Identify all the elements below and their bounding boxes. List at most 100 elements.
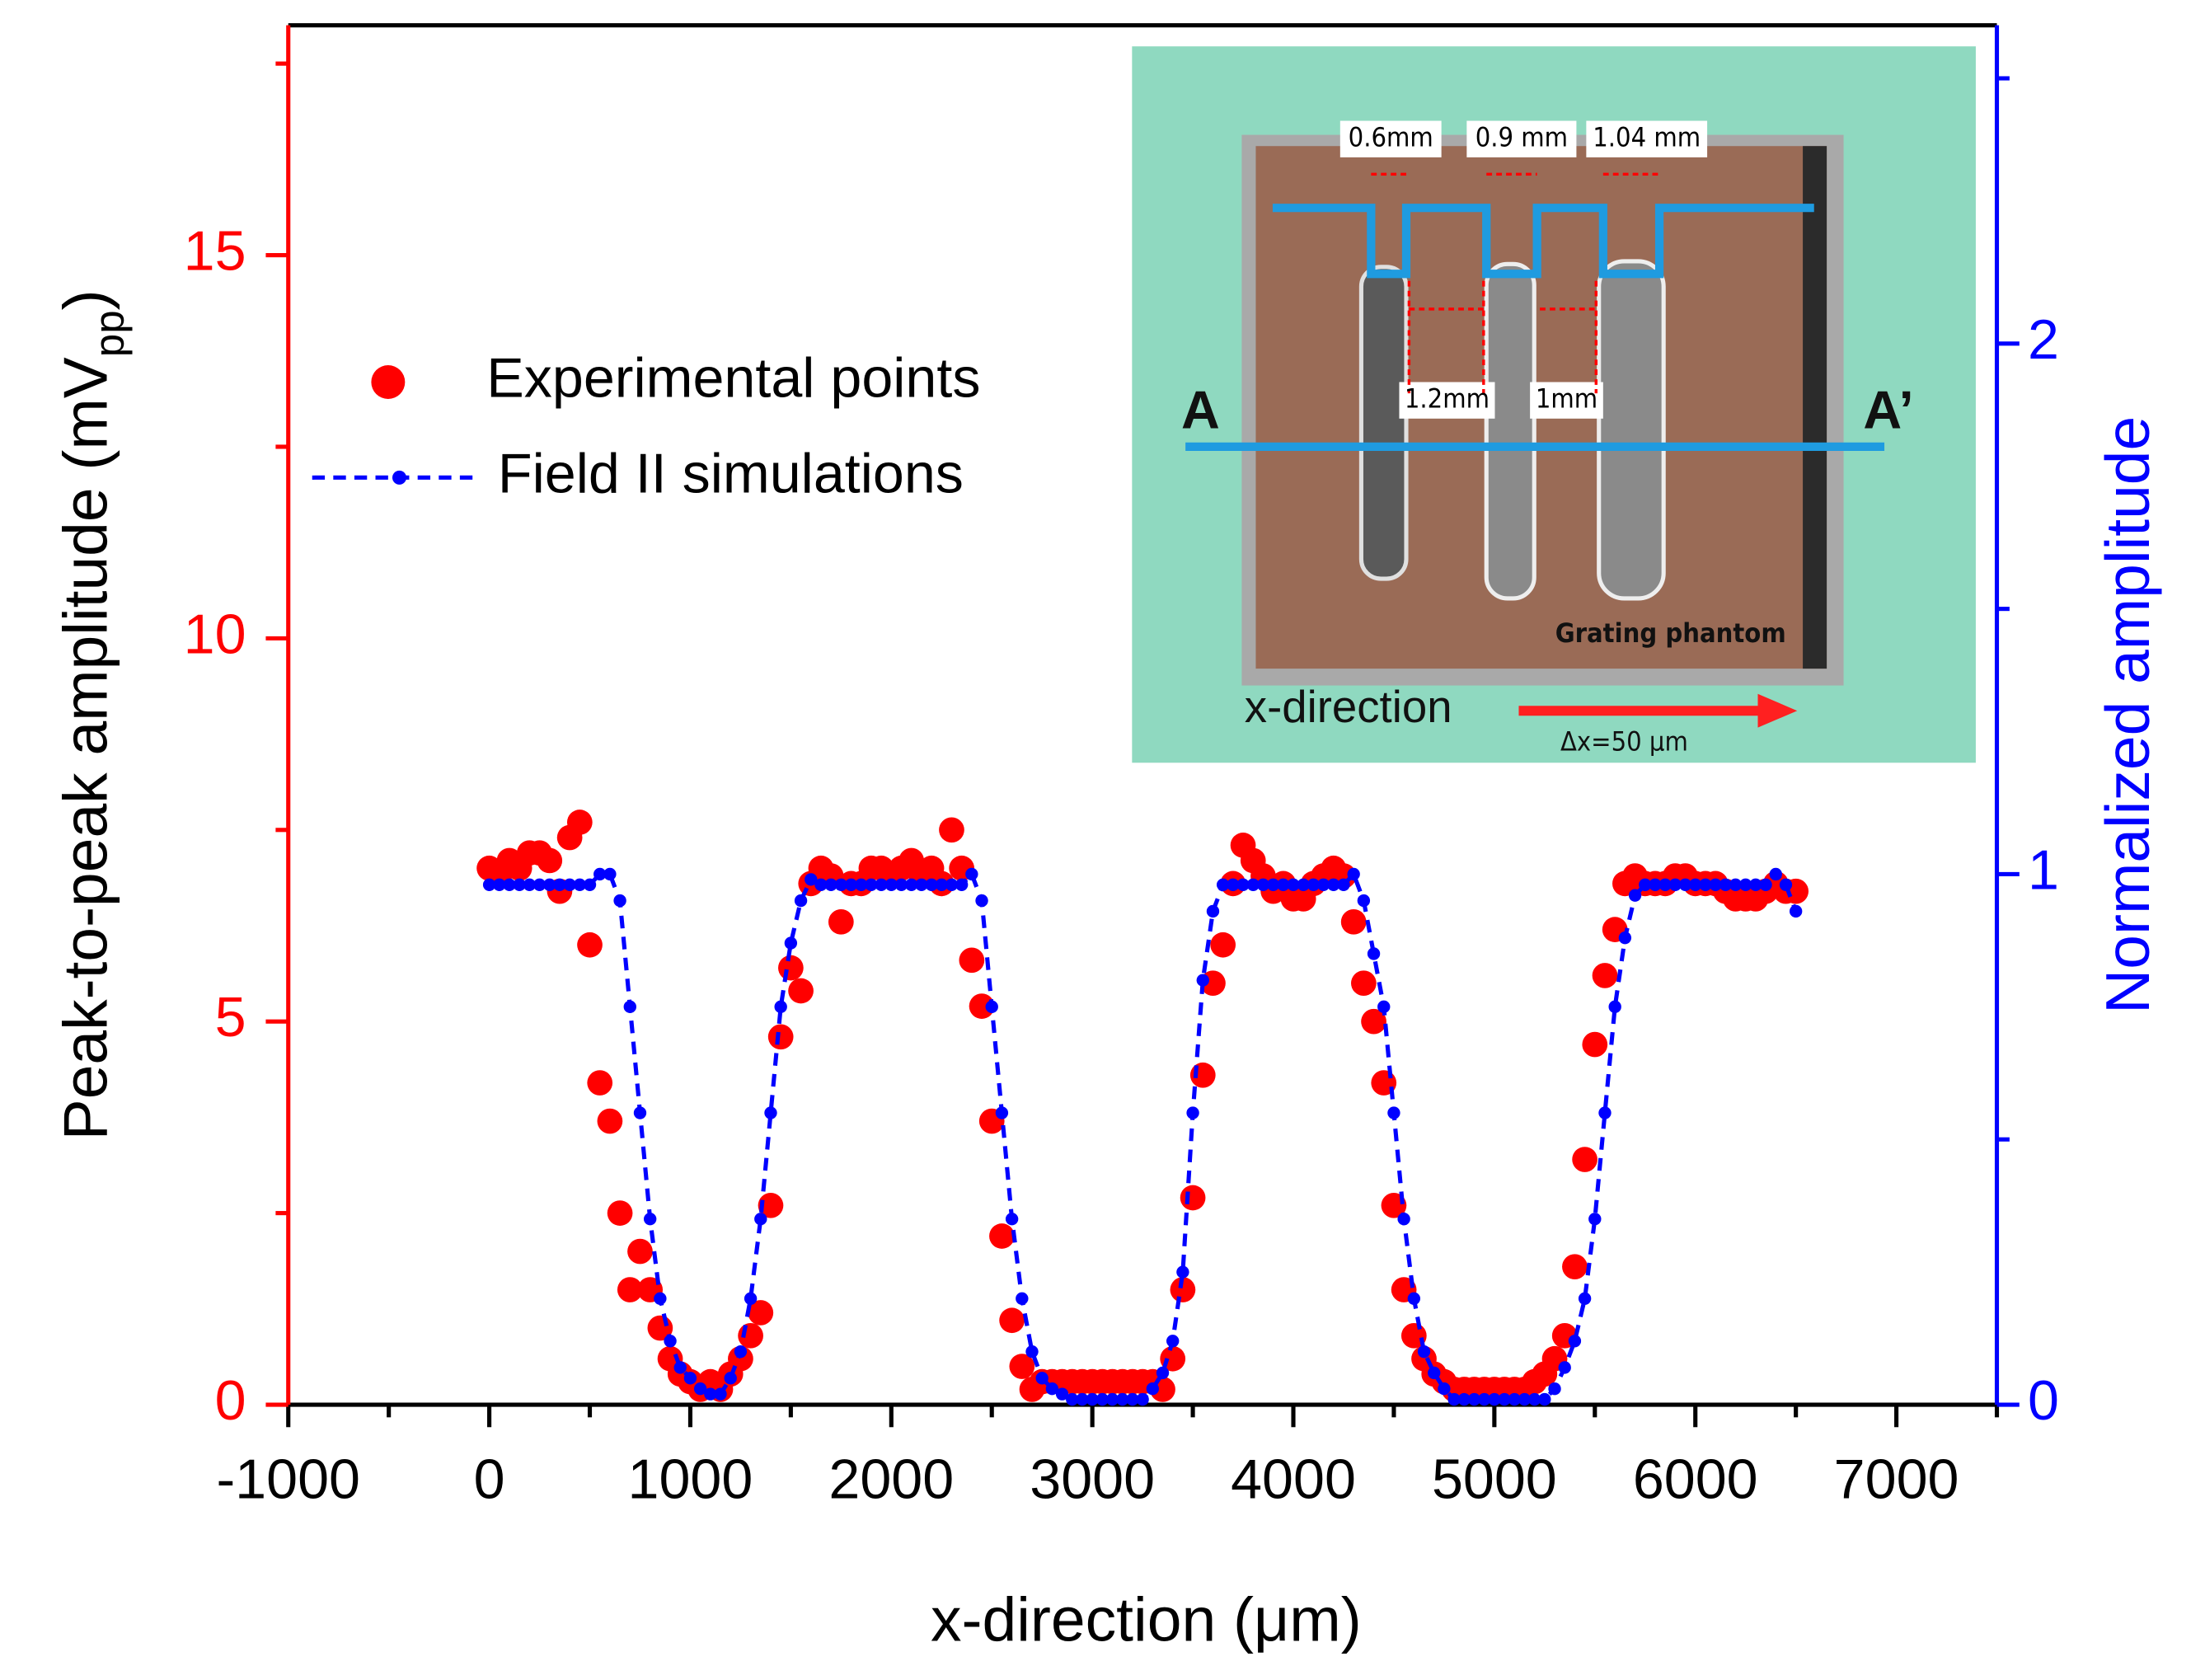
y-axis-label: Peak-to-peak amplitude (mVpp) bbox=[51, 289, 134, 1140]
x-tick-label: 0 bbox=[474, 1448, 505, 1510]
sim-point bbox=[1578, 1292, 1592, 1305]
sim-point bbox=[1387, 1106, 1400, 1119]
sim-point bbox=[1709, 878, 1722, 891]
data-point bbox=[1592, 963, 1618, 988]
groove bbox=[1597, 259, 1666, 601]
groove bbox=[1358, 265, 1409, 581]
sim-point bbox=[593, 867, 607, 881]
y-axis-label-sub: pp bbox=[86, 310, 133, 357]
y-axis-label-text: Peak-to-peak amplitude (mV bbox=[51, 357, 120, 1140]
groove bbox=[1484, 261, 1536, 601]
sim-point bbox=[1076, 1392, 1089, 1406]
sim-point bbox=[1397, 1213, 1410, 1226]
sim-point bbox=[1639, 878, 1652, 891]
y2-tick-label: 0 bbox=[2028, 1369, 2059, 1432]
sim-point bbox=[1277, 878, 1290, 891]
data-point bbox=[1340, 909, 1367, 935]
sim-point bbox=[1678, 878, 1692, 891]
sim-point bbox=[1256, 878, 1270, 891]
x-tick-label: 6000 bbox=[1633, 1448, 1758, 1510]
sim-point bbox=[1488, 1392, 1501, 1406]
data-point bbox=[577, 932, 603, 958]
sim-point bbox=[553, 878, 566, 891]
sim-point bbox=[1105, 1392, 1119, 1406]
sim-point bbox=[683, 1372, 697, 1385]
sim-point bbox=[794, 894, 808, 908]
data-point bbox=[627, 1238, 653, 1265]
sim-point bbox=[1789, 904, 1803, 918]
label-box bbox=[1586, 120, 1708, 157]
data-point bbox=[1572, 1147, 1597, 1172]
sim-point bbox=[1367, 947, 1381, 960]
sim-point bbox=[623, 1000, 636, 1013]
sim-point bbox=[1297, 878, 1310, 891]
data-point bbox=[999, 1307, 1025, 1334]
sim-point bbox=[493, 878, 506, 891]
sim-point bbox=[1588, 1213, 1602, 1226]
sim-point bbox=[1598, 1106, 1612, 1119]
sim-point bbox=[1407, 1292, 1421, 1305]
sim-line bbox=[489, 870, 1799, 1402]
sim-point bbox=[532, 878, 547, 891]
sim-point bbox=[1478, 1392, 1491, 1406]
sim-point bbox=[774, 1000, 787, 1013]
data-point bbox=[1361, 1008, 1386, 1035]
sim-point bbox=[1156, 1366, 1170, 1380]
label-box bbox=[1530, 382, 1603, 419]
sim-point bbox=[1608, 1000, 1621, 1013]
sim-point bbox=[834, 878, 848, 891]
sim-point bbox=[1146, 1382, 1159, 1396]
sim-point bbox=[1166, 1335, 1180, 1348]
sim-point bbox=[824, 878, 837, 891]
sim-point bbox=[1236, 878, 1250, 891]
data-point bbox=[828, 909, 854, 935]
sim-point bbox=[1649, 878, 1662, 891]
data-point bbox=[587, 1070, 613, 1096]
sim-point bbox=[1618, 931, 1632, 945]
sim-point bbox=[1377, 1000, 1391, 1013]
sim-point bbox=[875, 878, 888, 891]
sim-point bbox=[543, 878, 556, 891]
sim-point bbox=[1668, 878, 1682, 891]
sim-point bbox=[1066, 1392, 1079, 1406]
x-tick-label: 1000 bbox=[628, 1448, 753, 1510]
y-tick-label: 5 bbox=[215, 986, 246, 1049]
caption: Grating phantom bbox=[1555, 617, 1786, 649]
sim-point bbox=[1719, 878, 1732, 891]
sim-point bbox=[905, 878, 918, 891]
data-point bbox=[748, 1300, 774, 1326]
legend-label: Field II simulations bbox=[498, 442, 964, 504]
data-point bbox=[1009, 1354, 1035, 1379]
end-label: A bbox=[1181, 380, 1220, 440]
data-point bbox=[1351, 970, 1377, 997]
sim-point bbox=[654, 1292, 667, 1305]
sim-point bbox=[1558, 1361, 1571, 1374]
sim-point bbox=[1527, 1392, 1541, 1406]
legend-label: Experimental points bbox=[486, 347, 980, 410]
legend-marker bbox=[392, 470, 407, 485]
sim-point bbox=[1005, 1213, 1019, 1226]
sim-point bbox=[1699, 878, 1712, 891]
sim-point bbox=[1447, 1392, 1461, 1406]
x-tick-label: 7000 bbox=[1834, 1448, 1959, 1510]
sim-point bbox=[1035, 1372, 1049, 1385]
sim-point bbox=[855, 878, 868, 891]
sim-point bbox=[633, 1106, 647, 1119]
x-tick-label: 5000 bbox=[1432, 1448, 1557, 1510]
data-point bbox=[1582, 1031, 1608, 1058]
sim-point bbox=[603, 867, 617, 881]
profile-line bbox=[1272, 204, 1814, 279]
data-point bbox=[728, 1345, 753, 1372]
sim-point bbox=[1759, 878, 1772, 891]
sim-point bbox=[583, 878, 597, 891]
sim-point bbox=[865, 878, 878, 891]
sim-point bbox=[1428, 1366, 1441, 1380]
data-point bbox=[989, 1223, 1015, 1249]
data-point bbox=[566, 809, 593, 835]
y-tick-label: 0 bbox=[215, 1369, 246, 1432]
width-label: 0.6mm bbox=[1349, 122, 1433, 153]
sim-point bbox=[754, 1213, 767, 1226]
sim-point bbox=[955, 878, 969, 891]
sim-point bbox=[673, 1361, 687, 1374]
data-point bbox=[758, 1192, 784, 1218]
